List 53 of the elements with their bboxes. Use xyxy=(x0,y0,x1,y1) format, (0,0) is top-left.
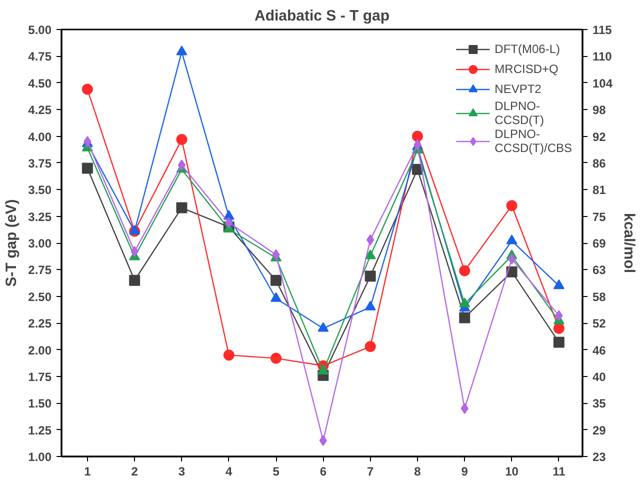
x-tick-label: 2 xyxy=(131,464,138,478)
y2-tick-label: 63 xyxy=(592,263,606,278)
y2-tick-label: 86 xyxy=(592,156,606,170)
y2-tick-label: 104 xyxy=(592,76,613,90)
y2-tick-label: 98 xyxy=(592,103,606,118)
y2-tick-label: 40 xyxy=(592,370,606,384)
y2-tick-label: 110 xyxy=(592,50,612,64)
y-tick-label: 2.50 xyxy=(28,290,52,304)
y-tick-label: 1.50 xyxy=(28,396,52,411)
x-tick-label: 6 xyxy=(320,464,327,478)
y-tick-label: 2.25 xyxy=(28,316,52,331)
x-tick-label: 8 xyxy=(414,464,422,478)
y2-tick-label: 58 xyxy=(592,290,606,304)
y2-tick-label: 29 xyxy=(592,423,606,438)
y-tick-label: 3.00 xyxy=(28,236,52,250)
y-tick-label: 2.75 xyxy=(28,263,52,278)
y2-tick-label: 81 xyxy=(592,183,606,198)
y2-tick-label: 75 xyxy=(592,210,606,224)
y-tick-label: 4.50 xyxy=(28,76,52,90)
y-tick-label: 1.00 xyxy=(28,450,52,464)
chart-title: Adiabatic S - T gap xyxy=(254,8,390,24)
y-tick-label: 4.00 xyxy=(28,130,52,144)
y2-axis-title: kcal/mol xyxy=(620,212,638,274)
x-tick-label: 7 xyxy=(366,464,374,478)
y-tick-label: 3.50 xyxy=(28,183,52,198)
y-tick-label: 4.75 xyxy=(28,50,52,64)
y-tick-label: 3.25 xyxy=(28,210,52,224)
y2-tick-label: 46 xyxy=(592,343,606,358)
y-tick-label: 4.25 xyxy=(28,103,52,118)
legend-label: DFT(M06-L) xyxy=(494,42,560,56)
x-tick-label: 3 xyxy=(178,464,186,478)
y-tick-label: 1.25 xyxy=(28,423,52,438)
y2-tick-label: 52 xyxy=(592,316,606,331)
y2-tick-label: 23 xyxy=(592,450,606,464)
y-tick-label: 2.00 xyxy=(28,343,52,358)
legend-label: DLPNO-CCSD(T)/CBS xyxy=(494,127,572,155)
y2-tick-label: 115 xyxy=(592,23,612,37)
y-tick-label: 5.00 xyxy=(28,23,52,37)
legend-label: NEVPT2 xyxy=(494,82,542,96)
y-tick-label: 3.75 xyxy=(28,156,52,170)
x-tick-label: 4 xyxy=(226,464,233,478)
y-tick-label: 1.75 xyxy=(28,370,52,384)
x-tick-label: 9 xyxy=(461,464,468,478)
x-tick-label: 11 xyxy=(552,464,566,478)
y2-tick-label: 92 xyxy=(592,130,606,144)
x-tick-label: 10 xyxy=(505,464,519,478)
y2-tick-label: 35 xyxy=(592,396,606,411)
legend-label: DLPNO-CCSD(T) xyxy=(494,99,544,127)
y-axis-title: S-T gap (eV) xyxy=(3,199,20,287)
x-tick-label: 5 xyxy=(272,464,280,478)
legend-label: MRCISD+Q xyxy=(494,62,558,76)
x-tick-label: 1 xyxy=(84,464,92,478)
y2-tick-label: 69 xyxy=(592,236,606,250)
